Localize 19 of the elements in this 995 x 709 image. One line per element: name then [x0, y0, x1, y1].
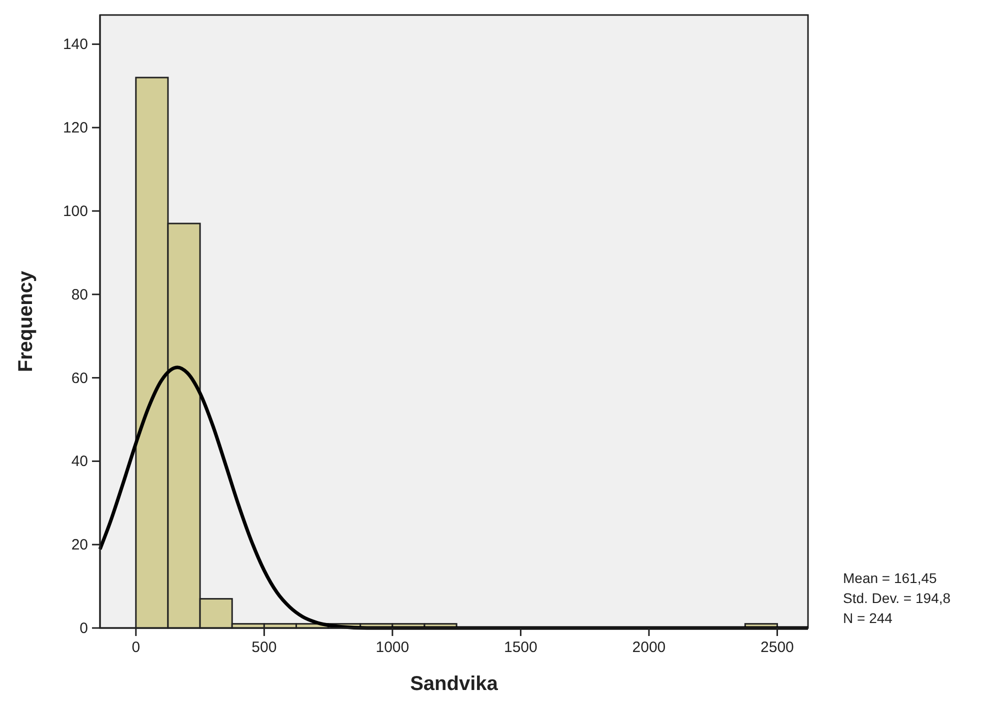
y-tick-label: 0 [80, 620, 88, 637]
x-tick-label: 0 [132, 639, 140, 656]
text: Mean = 161,45 [843, 570, 938, 586]
x-tick-label: 500 [252, 639, 277, 656]
text: N = 244 [843, 610, 893, 626]
x-tick-label: 1000 [376, 639, 410, 656]
y-tick-label: 120 [62, 120, 88, 137]
y-tick-label: 40 [71, 453, 88, 470]
y-tick-label: 60 [71, 370, 88, 387]
y-axis-title: Frequency [15, 270, 37, 372]
x-tick-label: 2000 [632, 639, 666, 656]
text: Std. Dev. = 194,8 [843, 590, 951, 606]
y-tick-label: 80 [71, 286, 88, 304]
x-tick-label: 1500 [504, 639, 538, 656]
y-tick-label: 100 [62, 202, 88, 220]
y-tick-label: 20 [71, 536, 88, 554]
x-tick-label: 2500 [760, 639, 794, 656]
x-axis-title: Sandvika [410, 673, 499, 695]
y-tick-label: 140 [62, 36, 88, 54]
